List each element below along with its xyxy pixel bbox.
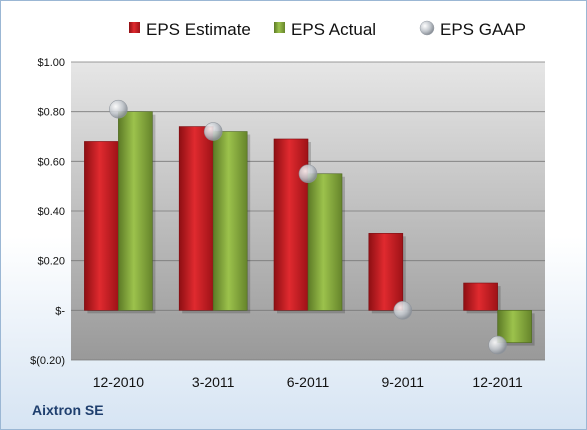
legend-label-estimate: EPS Estimate bbox=[146, 20, 251, 39]
legend-label-gaap: EPS GAAP bbox=[440, 20, 526, 39]
y-axis-ticks: $1.00 $0.80 $0.60 $0.40 $0.20 $- $(0.20) bbox=[30, 57, 65, 367]
y-tick-label: $0.40 bbox=[37, 206, 65, 218]
bar-eps-estimate bbox=[84, 141, 119, 311]
bar-eps-estimate bbox=[368, 233, 404, 311]
bar-eps-estimate bbox=[273, 138, 309, 311]
gaap-marker bbox=[109, 99, 128, 119]
gaap-marker bbox=[203, 122, 223, 141]
bar-series bbox=[84, 111, 535, 346]
gaap-marker bbox=[393, 301, 413, 320]
gaap-markers bbox=[109, 99, 507, 355]
legend-label-actual: EPS Actual bbox=[291, 20, 376, 39]
y-tick-label: $0.80 bbox=[37, 107, 65, 119]
x-tick-label: 9-2011 bbox=[382, 374, 425, 390]
y-tick-label: $(0.20) bbox=[30, 355, 65, 367]
legend-swatch-estimate bbox=[129, 22, 140, 33]
y-tick-label: $- bbox=[55, 305, 65, 317]
bar-eps-estimate bbox=[178, 126, 214, 311]
bar-eps-actual bbox=[497, 310, 532, 343]
gaap-marker bbox=[298, 164, 318, 184]
y-tick-label: $0.20 bbox=[37, 256, 65, 268]
legend-marker-gaap bbox=[419, 20, 435, 36]
x-tick-label: 12-2010 bbox=[93, 374, 145, 390]
bar-eps-actual bbox=[307, 173, 343, 311]
bar-eps-actual bbox=[118, 111, 153, 311]
x-tick-label: 12-2011 bbox=[472, 374, 523, 390]
legend: EPS Estimate EPS Actual EPS GAAP bbox=[129, 20, 526, 39]
y-tick-label: $0.60 bbox=[37, 156, 65, 168]
bar-eps-estimate bbox=[463, 282, 498, 311]
y-tick-label: $1.00 bbox=[37, 57, 65, 69]
x-tick-label: 3-2011 bbox=[192, 374, 235, 390]
x-axis-ticks: 12-2010 3-2011 6-2011 9-2011 12-2011 bbox=[93, 374, 523, 390]
bar-eps-actual bbox=[212, 131, 248, 311]
legend-swatch-actual bbox=[274, 22, 285, 33]
company-name: Aixtron SE bbox=[32, 402, 104, 418]
gaap-marker bbox=[488, 335, 507, 355]
x-tick-label: 6-2011 bbox=[287, 374, 330, 390]
